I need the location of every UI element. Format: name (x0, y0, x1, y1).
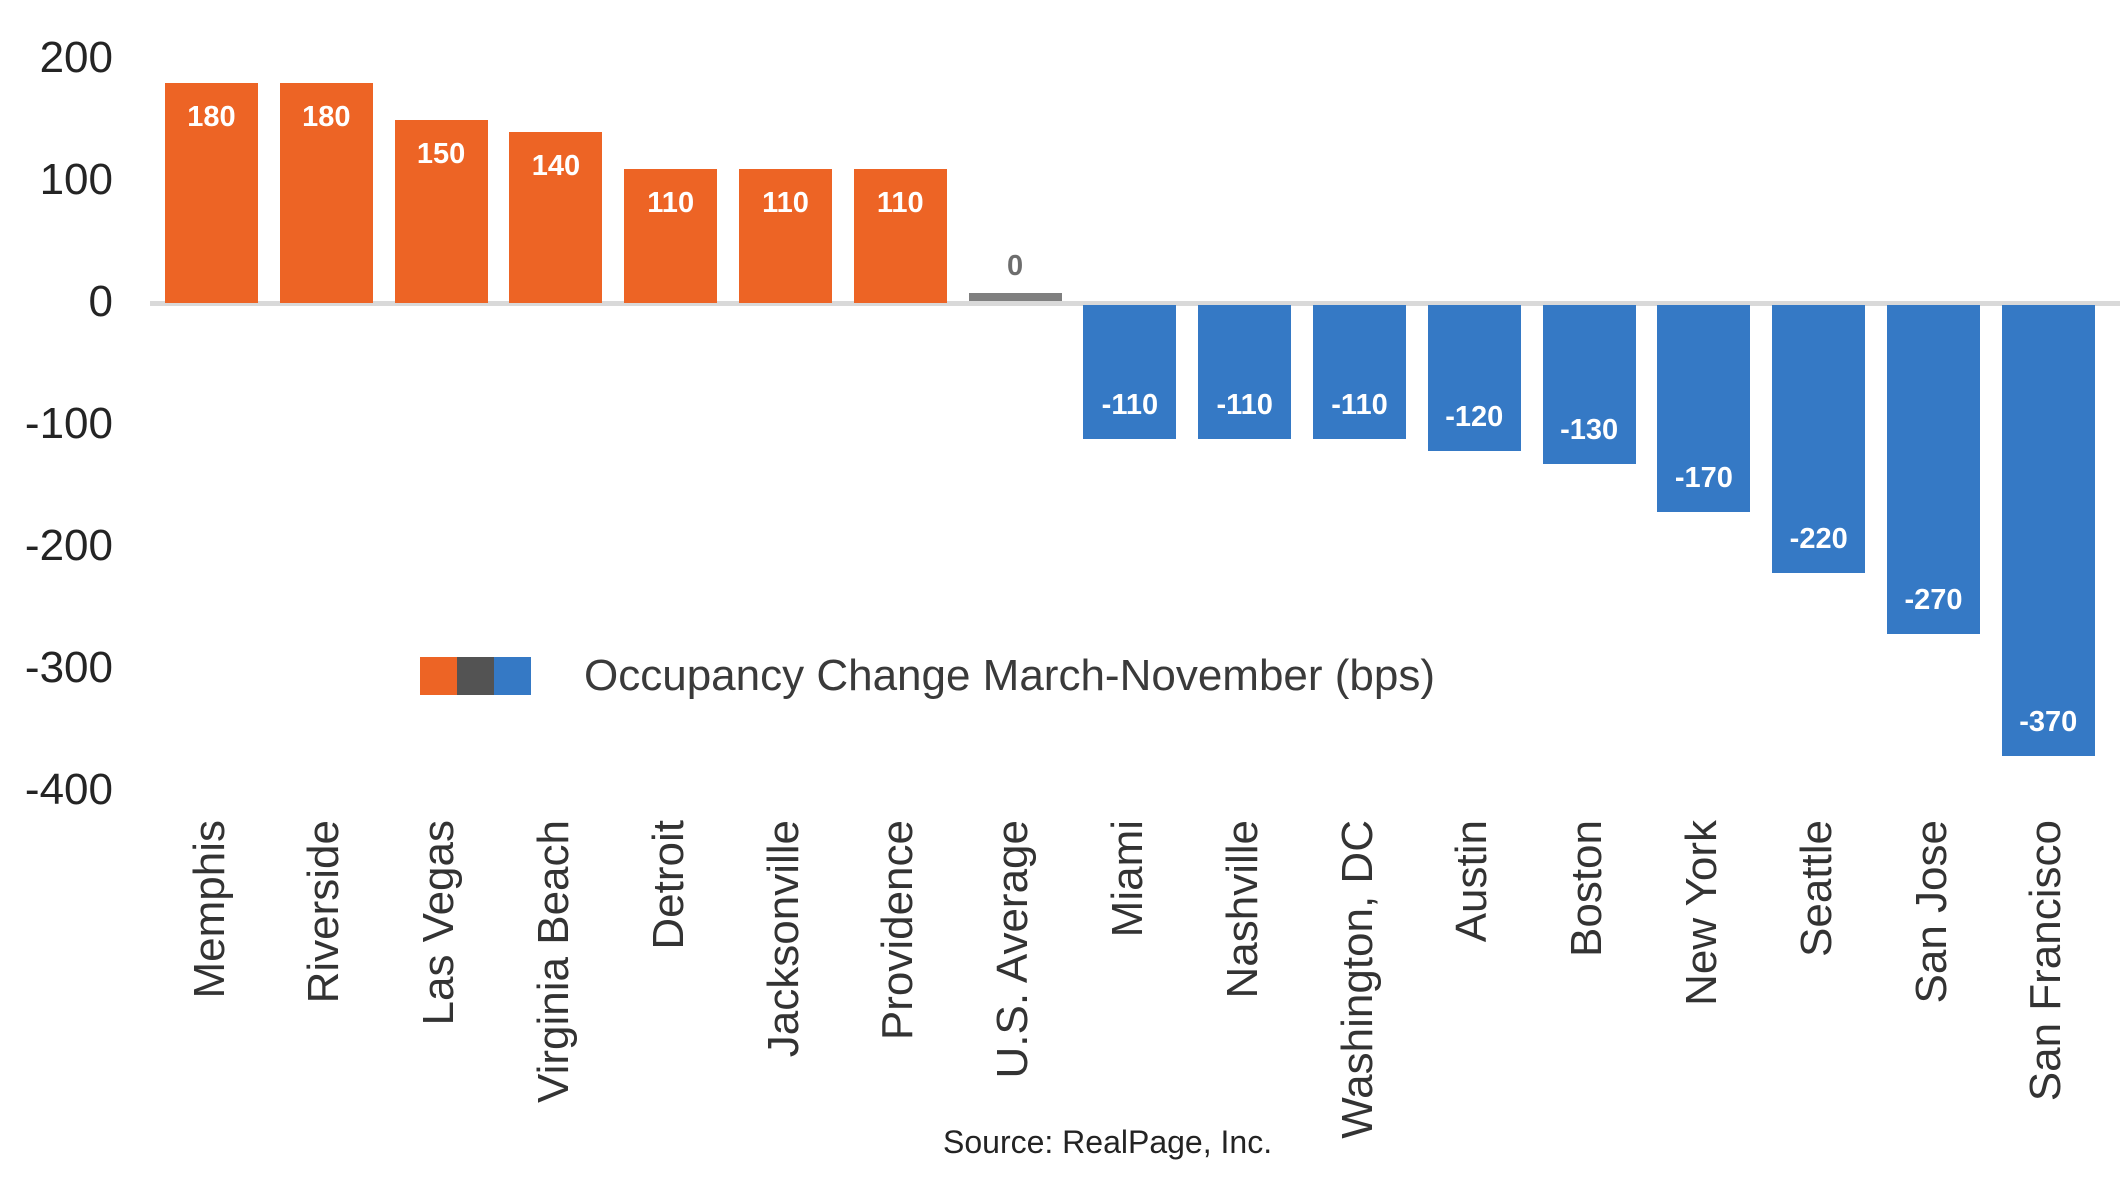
bar-virginia-beach (509, 132, 603, 303)
bar-value-label: -170 (1674, 462, 1733, 495)
category-label-u-s-average: U.S. Average (988, 820, 1038, 1079)
bar-u-s-average (968, 293, 1062, 301)
y-tick-label: -100 (24, 399, 113, 448)
bar-boston (1542, 305, 1636, 464)
category-label-memphis: Memphis (184, 820, 234, 999)
bar-value-label: 110 (876, 186, 924, 219)
y-tick-label: -400 (24, 765, 113, 814)
category-label-seattle: Seattle (1791, 820, 1841, 957)
bar-las-vegas (394, 120, 488, 303)
y-tick-label: 200 (39, 33, 113, 82)
bar-value-label: 180 (302, 101, 351, 134)
bar-seattle (1772, 305, 1866, 574)
legend: Occupancy Change March-November (bps) (420, 651, 1435, 701)
bar-san-francisco (2001, 305, 2095, 757)
legend-swatch-gray (457, 657, 494, 695)
bar-detroit (624, 168, 718, 303)
bar-providence (853, 168, 947, 303)
category-label-detroit: Detroit (643, 820, 693, 950)
category-label-las-vegas: Las Vegas (414, 820, 464, 1026)
bar-austin (1427, 305, 1521, 452)
category-label-miami: Miami (1102, 820, 1152, 938)
category-label-jacksonville: Jacksonville (758, 820, 808, 1058)
bar-nashville (1198, 305, 1292, 440)
category-label-riverside: Riverside (299, 820, 349, 1004)
category-label-providence: Providence (873, 820, 923, 1041)
category-label-new-york: New York (1676, 820, 1726, 1006)
category-label-san-jose: San Jose (1906, 820, 1956, 1004)
bar-value-label: 110 (647, 186, 695, 219)
bar-new-york (1657, 305, 1751, 513)
bar-value-label: -270 (1904, 584, 1963, 617)
bar-value-label: 150 (416, 138, 466, 170)
category-label-washington-dc: Washington, DC (1332, 820, 1382, 1139)
bar-value-label: -220 (1789, 523, 1848, 556)
bar-washington-dc (1313, 305, 1406, 440)
legend-label: Occupancy Change March-November (bps) (584, 651, 1436, 700)
bar-value-label: -110 (1101, 389, 1159, 422)
zero-value-label: 0 (1007, 250, 1024, 282)
bar-value-label: -120 (1445, 401, 1504, 434)
bar-value-label: -110 (1216, 389, 1273, 422)
category-label-virginia-beach: Virginia Beach (528, 820, 578, 1103)
bar-value-label: 140 (531, 150, 581, 183)
bar-miami (1083, 305, 1177, 440)
bar-value-label: 110 (762, 186, 809, 219)
category-label-boston: Boston (1562, 820, 1612, 957)
y-tick-label: 100 (39, 155, 113, 204)
bar-value-label: 180 (187, 101, 236, 134)
bar-value-label: -110 (1331, 389, 1388, 422)
bar-memphis (165, 83, 258, 303)
category-label-austin: Austin (1447, 820, 1497, 943)
category-label-san-francisco: San Francisco (2021, 820, 2071, 1102)
bar-value-label: -370 (2019, 706, 2078, 739)
bar-value-label: -130 (1560, 413, 1619, 446)
y-tick-label: -300 (24, 643, 113, 692)
legend-swatch-blue (494, 657, 531, 695)
bar-san-jose (1887, 305, 1980, 635)
legend-swatch-orange (420, 657, 457, 695)
source-note: Source: RealPage, Inc. (943, 1124, 1273, 1160)
zero-axis-line (150, 301, 2120, 306)
y-tick-label: 0 (88, 277, 113, 326)
bar-jacksonville (739, 168, 832, 303)
bar-riverside (279, 83, 373, 303)
y-tick-label: -200 (24, 521, 113, 570)
category-label-nashville: Nashville (1217, 820, 1267, 999)
